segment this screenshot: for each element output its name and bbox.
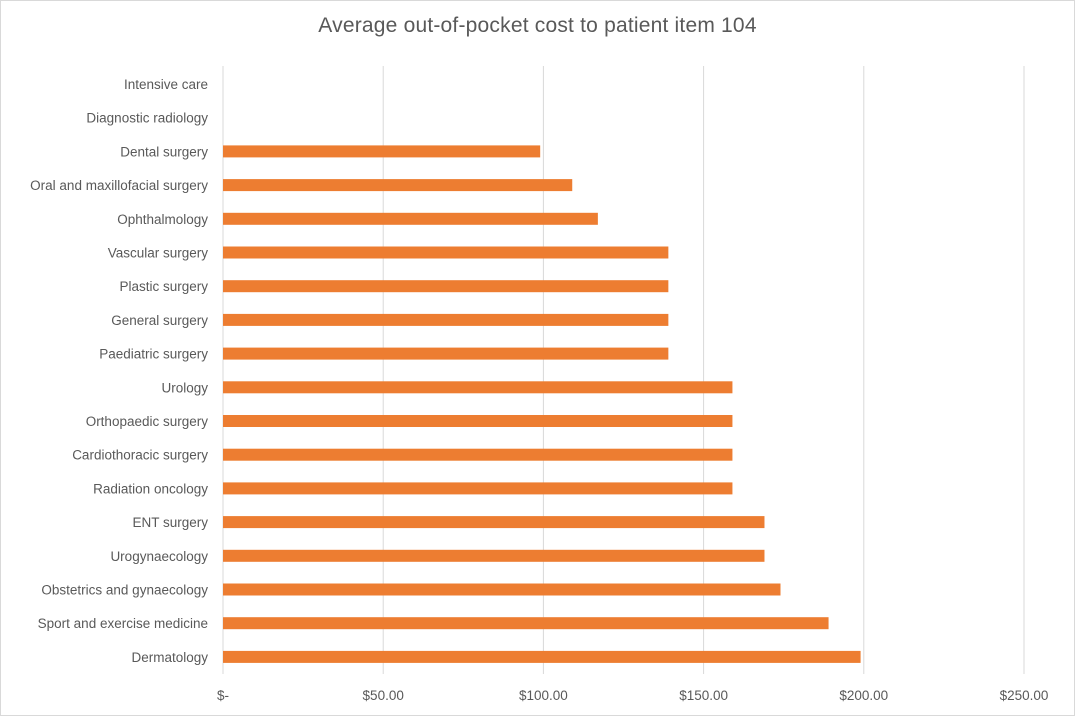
category-label: General surgery <box>111 313 208 328</box>
bar <box>223 482 733 495</box>
bar <box>223 145 541 158</box>
bar <box>223 650 861 663</box>
category-label: Radiation oncology <box>93 481 208 496</box>
bar <box>223 448 733 461</box>
category-label: Orthopaedic surgery <box>86 414 209 429</box>
chart-title: Average out-of-pocket cost to patient it… <box>318 14 757 37</box>
category-label: Oral and maxillofacial surgery <box>30 178 208 193</box>
category-label: Cardiothoracic surgery <box>72 448 208 463</box>
category-label: Intensive care <box>124 77 208 92</box>
category-label: Ophthalmology <box>117 212 208 227</box>
x-tick-label: $50.00 <box>363 688 404 703</box>
bar <box>223 313 669 326</box>
category-label: Urology <box>161 380 208 395</box>
bar <box>223 246 669 259</box>
bar <box>223 549 765 562</box>
bar <box>223 280 669 293</box>
bar <box>223 381 733 394</box>
bar <box>223 516 765 529</box>
category-label: Diagnostic radiology <box>86 111 208 126</box>
bar <box>223 179 573 192</box>
x-tick-label: $100.00 <box>519 688 568 703</box>
category-label: Urogynaecology <box>110 549 208 564</box>
category-label: Dermatology <box>131 650 208 665</box>
category-label: Sport and exercise medicine <box>38 616 208 631</box>
category-label: Obstetrics and gynaecology <box>41 583 208 598</box>
category-label: Plastic surgery <box>119 279 208 294</box>
category-label: Vascular surgery <box>108 246 209 261</box>
bar <box>223 617 829 630</box>
x-tick-label: $- <box>217 688 229 703</box>
bar <box>223 583 781 596</box>
x-tick-label: $200.00 <box>839 688 888 703</box>
category-label: Paediatric surgery <box>99 347 208 362</box>
category-label: ENT surgery <box>132 515 208 530</box>
bar <box>223 212 598 225</box>
category-label: Dental surgery <box>120 144 208 159</box>
bar <box>223 415 733 427</box>
bar <box>223 347 669 360</box>
x-tick-label: $150.00 <box>679 688 728 703</box>
x-tick-label: $250.00 <box>1000 688 1049 703</box>
